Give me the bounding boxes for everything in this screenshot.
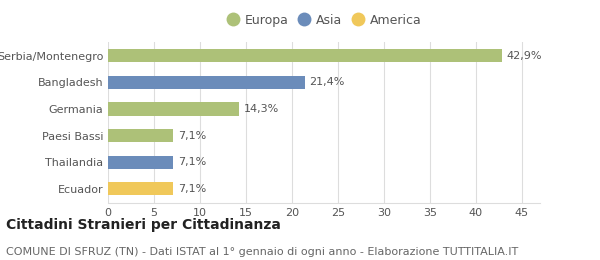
Bar [108,76,305,89]
Text: 7,1%: 7,1% [178,157,206,167]
Text: 42,9%: 42,9% [507,51,542,61]
Text: Cittadini Stranieri per Cittadinanza: Cittadini Stranieri per Cittadinanza [6,218,281,232]
Text: 7,1%: 7,1% [178,131,206,140]
Text: COMUNE DI SFRUZ (TN) - Dati ISTAT al 1° gennaio di ogni anno - Elaborazione TUTT: COMUNE DI SFRUZ (TN) - Dati ISTAT al 1° … [6,247,518,257]
Text: 7,1%: 7,1% [178,184,206,194]
Bar [108,182,173,196]
Bar [108,155,173,169]
Bar [108,49,502,62]
Legend: Europa, Asia, America: Europa, Asia, America [222,9,426,32]
Text: 14,3%: 14,3% [244,104,279,114]
Bar [108,102,239,115]
Bar [108,129,173,142]
Text: 21,4%: 21,4% [309,77,344,87]
